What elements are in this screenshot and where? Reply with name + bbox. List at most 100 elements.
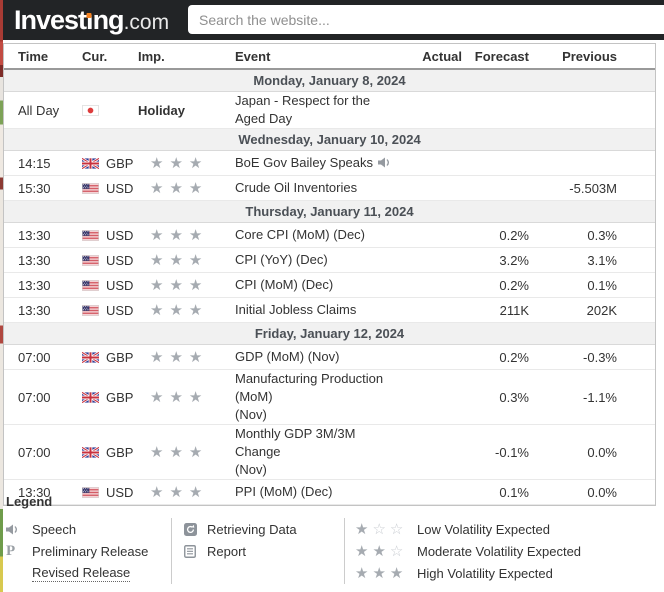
legend-item-label: Speech xyxy=(32,521,77,537)
star-icon: ★ xyxy=(150,302,164,319)
legend-item: Revised Release xyxy=(6,562,171,584)
event-name[interactable]: BoE Gov Bailey Speaks xyxy=(235,154,402,172)
search-input[interactable] xyxy=(188,5,664,34)
event-row[interactable]: 07:00 GBP ★ ★ ★ Manufacturing Production (MoM… xyxy=(4,370,655,425)
legend-item-label: Revised Release xyxy=(32,564,131,582)
legend-item-label: Report xyxy=(207,543,247,559)
star-icon: ★ xyxy=(150,277,164,294)
report-icon xyxy=(184,544,196,558)
investing-logo[interactable]: Investı ng.com xyxy=(14,0,169,40)
event-line1: CPI (MoM) (Dec) xyxy=(235,277,334,292)
event-row[interactable]: 13:30 USD ★ ★ ★ CPI (YoY) (Dec) 3.2% 3.1% xyxy=(4,248,655,273)
event-line1: Initial Jobless Claims xyxy=(235,302,357,317)
star-icon: ★ xyxy=(188,389,203,406)
previous-value: 202K xyxy=(586,302,617,318)
col-header-event: Event xyxy=(235,48,271,64)
event-row[interactable]: 13:30 USD ★ ★ ★ CPI (MoM) (Dec) 0.2% 0.1% xyxy=(4,273,655,298)
event-name[interactable]: GDP (MoM) (Nov) xyxy=(235,348,402,366)
importance-stars: ★ ★ ★ xyxy=(138,483,235,501)
event-row[interactable]: 14:15 GBP ★ ★ ★ BoE Gov Bailey Speaks xyxy=(4,151,655,176)
star-icon: ★ xyxy=(188,155,203,172)
currency-cell: GBP xyxy=(81,390,138,405)
gb-flag-icon xyxy=(81,445,100,459)
importance-stars: ★ ★ ★ xyxy=(138,388,235,406)
currency-cell: GBP xyxy=(81,156,138,171)
currency-code: USD xyxy=(106,180,134,196)
event-row[interactable]: 07:00 GBP ★ ★ ★ GDP (MoM) (Nov) 0.2% -0.3% xyxy=(4,345,655,370)
legend-title: Legend xyxy=(6,494,53,509)
col-header-previous: Previous xyxy=(562,48,617,64)
event-name[interactable]: PPI (MoM) (Dec) xyxy=(235,483,402,501)
event-name[interactable]: CPI (YoY) (Dec) xyxy=(235,251,402,269)
star-icon: ★ xyxy=(150,227,164,244)
gb-flag-icon xyxy=(81,156,100,170)
legend-column-1: Speech P Preliminary Release Revised Releas… xyxy=(3,518,172,584)
event-name[interactable]: CPI (MoM) (Dec) xyxy=(235,276,402,294)
currency-code: USD xyxy=(106,484,134,500)
legend-item-label: Low Volatility Expected xyxy=(417,521,550,537)
star-icon: ★ xyxy=(150,389,164,406)
col-header-actual: Actual xyxy=(422,48,462,64)
event-row[interactable]: 15:30 USD ★ ★ ★ Crude Oil Inventories -5.503M xyxy=(4,176,655,201)
event-row[interactable]: 13:30 USD ★ ★ ★ Initial Jobless Claims 211K 202… xyxy=(4,298,655,323)
event-row[interactable]: 13:30 USD ★ ★ ★ PPI (MoM) (Dec) 0.1% 0.0% xyxy=(4,480,655,505)
star-icon: ★ xyxy=(188,277,203,294)
volatility-stars: ★ ☆ ☆ xyxy=(355,520,417,538)
star-icon: ☆ xyxy=(389,543,404,560)
star-icon: ★ xyxy=(150,444,164,461)
col-header-time: Time xyxy=(18,48,49,64)
date-header-row: Thursday, January 11, 2024 xyxy=(4,201,655,223)
calendar-body: Monday, January 8, 2024 All Day Holiday Jap… xyxy=(4,70,655,505)
event-name[interactable]: Monthly GDP 3M/3M Change (Nov) xyxy=(235,425,402,479)
time-cell: 13:30 xyxy=(18,252,51,268)
event-name[interactable]: Japan - Respect for the Aged Day xyxy=(235,92,402,128)
legend-volatility-item: ★ ★ ★ High Volatility Expected xyxy=(355,562,581,584)
previous-value: 0.0% xyxy=(587,484,617,500)
star-icon: ★ xyxy=(188,180,203,197)
currency-cell: GBP xyxy=(81,350,138,365)
star-icon: ★ xyxy=(188,484,203,501)
time-cell: 14:15 xyxy=(18,155,51,171)
star-icon: ★ xyxy=(169,277,183,294)
importance-stars: ★ ★ ★ xyxy=(138,348,235,366)
event-name[interactable]: Manufacturing Production (MoM) (Nov) xyxy=(235,370,402,424)
event-line2: (Nov) xyxy=(235,462,267,477)
logo-text-before: Invest xyxy=(14,5,87,35)
time-cell: 13:30 xyxy=(18,277,51,293)
forecast-value: 0.2% xyxy=(499,349,529,365)
legend-item-label: Preliminary Release xyxy=(32,543,149,559)
event-row[interactable]: 07:00 GBP ★ ★ ★ Monthly GDP 3M/3M Change (Nov)… xyxy=(4,425,655,480)
speaker-icon xyxy=(6,524,17,534)
us-flag-icon xyxy=(82,229,99,241)
time-cell: 13:30 xyxy=(18,227,51,243)
legend-item: Retrieving Data xyxy=(184,518,344,540)
star-icon: ★ xyxy=(150,252,164,269)
forecast-value: 3.2% xyxy=(499,252,529,268)
volatility-stars: ★ ★ ☆ xyxy=(355,542,417,560)
date-header-row: Friday, January 12, 2024 xyxy=(4,323,655,345)
legend-section: Legend Speech P Preliminary Release Revised… xyxy=(3,494,664,584)
forecast-value: -0.1% xyxy=(495,444,529,460)
event-line2: (Nov) xyxy=(235,407,267,422)
event-name[interactable]: Crude Oil Inventories xyxy=(235,179,402,197)
event-row[interactable]: 13:30 USD ★ ★ ★ Core CPI (MoM) (Dec) 0.2% 0.3% xyxy=(4,223,655,248)
event-row[interactable]: All Day Holiday Japan - Respect for the Ag… xyxy=(4,92,655,129)
currency-cell: USD xyxy=(82,228,138,243)
us-flag-icon xyxy=(82,486,99,498)
previous-value: 0.1% xyxy=(587,277,617,293)
currency-code: USD xyxy=(106,277,134,293)
date-header-row: Monday, January 8, 2024 xyxy=(4,70,655,92)
legend-item: Speech xyxy=(6,518,171,540)
star-icon: ★ xyxy=(169,349,183,366)
star-icon: ★ xyxy=(188,302,203,319)
event-name[interactable]: Initial Jobless Claims xyxy=(235,301,402,319)
currency-cell: USD xyxy=(82,303,138,318)
star-icon: ★ xyxy=(169,252,183,269)
importance-stars: ★ ★ ★ xyxy=(138,154,235,172)
gb-flag-icon xyxy=(81,350,100,364)
previous-value: 0.0% xyxy=(587,444,617,460)
time-cell: 07:00 xyxy=(18,349,51,365)
event-name[interactable]: Core CPI (MoM) (Dec) xyxy=(235,226,402,244)
date-header-row: Wednesday, January 10, 2024 xyxy=(4,129,655,151)
calendar-table: Time Cur. Imp. Event Actual Forecast Pre… xyxy=(3,43,656,506)
